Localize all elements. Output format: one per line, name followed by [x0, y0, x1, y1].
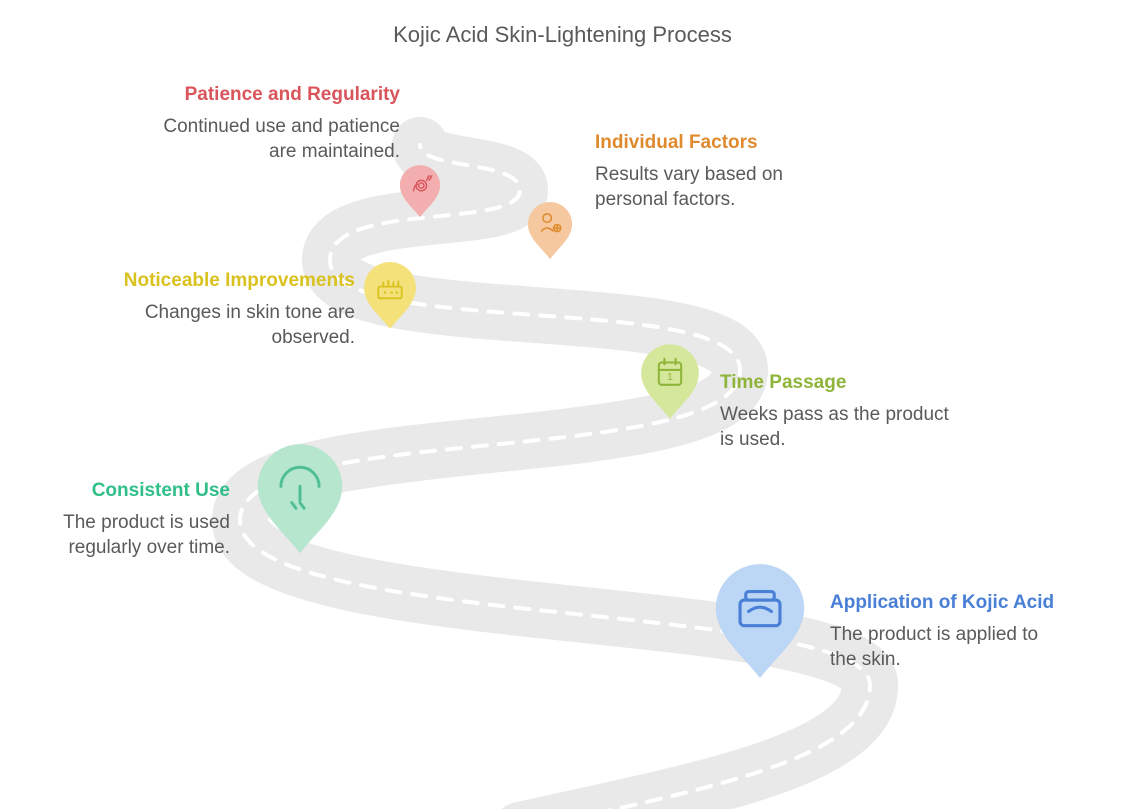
step1-label: Application of Kojic Acid The product is …	[830, 590, 1060, 673]
step1-jar-icon	[731, 577, 788, 634]
step4-label: Noticeable Improvements Changes in skin t…	[115, 268, 355, 351]
step6-label: Patience and Regularity Continued use and…	[150, 82, 400, 165]
step4-skin-icon	[373, 270, 406, 303]
step2-pin	[256, 442, 344, 555]
step6-snail-icon	[407, 171, 433, 197]
step3-pin: 1	[640, 343, 700, 420]
step2-heading: Consistent Use	[20, 478, 230, 504]
step1-heading: Application of Kojic Acid	[830, 590, 1060, 616]
step3-label: Time Passage Weeks pass as the product is…	[720, 370, 950, 453]
step2-umbrella-icon	[273, 456, 328, 511]
step6-pin	[399, 164, 441, 218]
step4-heading: Noticeable Improvements	[115, 268, 355, 294]
step5-label: Individual Factors Results vary based on …	[595, 130, 825, 213]
step4-desc: Changes in skin tone are observed.	[115, 300, 355, 351]
svg-text:1: 1	[667, 372, 673, 383]
step2-label: Consistent Use The product is used regula…	[20, 478, 230, 561]
step3-desc: Weeks pass as the product is used.	[720, 402, 950, 453]
step4-pin	[363, 261, 417, 330]
step6-heading: Patience and Regularity	[150, 82, 400, 108]
step1-desc: The product is applied to the skin.	[830, 622, 1060, 673]
step5-person-icon	[536, 208, 565, 237]
step1-pin	[714, 562, 806, 680]
step3-calendar-icon: 1	[651, 353, 688, 390]
step2-desc: The product is used regularly over time.	[20, 510, 230, 561]
step3-heading: Time Passage	[720, 370, 950, 396]
step5-pin	[527, 201, 573, 260]
step6-desc: Continued use and patience are maintaine…	[150, 114, 400, 165]
step5-desc: Results vary based on personal factors.	[595, 162, 825, 213]
page-title: Kojic Acid Skin-Lightening Process	[0, 22, 1125, 48]
step5-heading: Individual Factors	[595, 130, 825, 156]
